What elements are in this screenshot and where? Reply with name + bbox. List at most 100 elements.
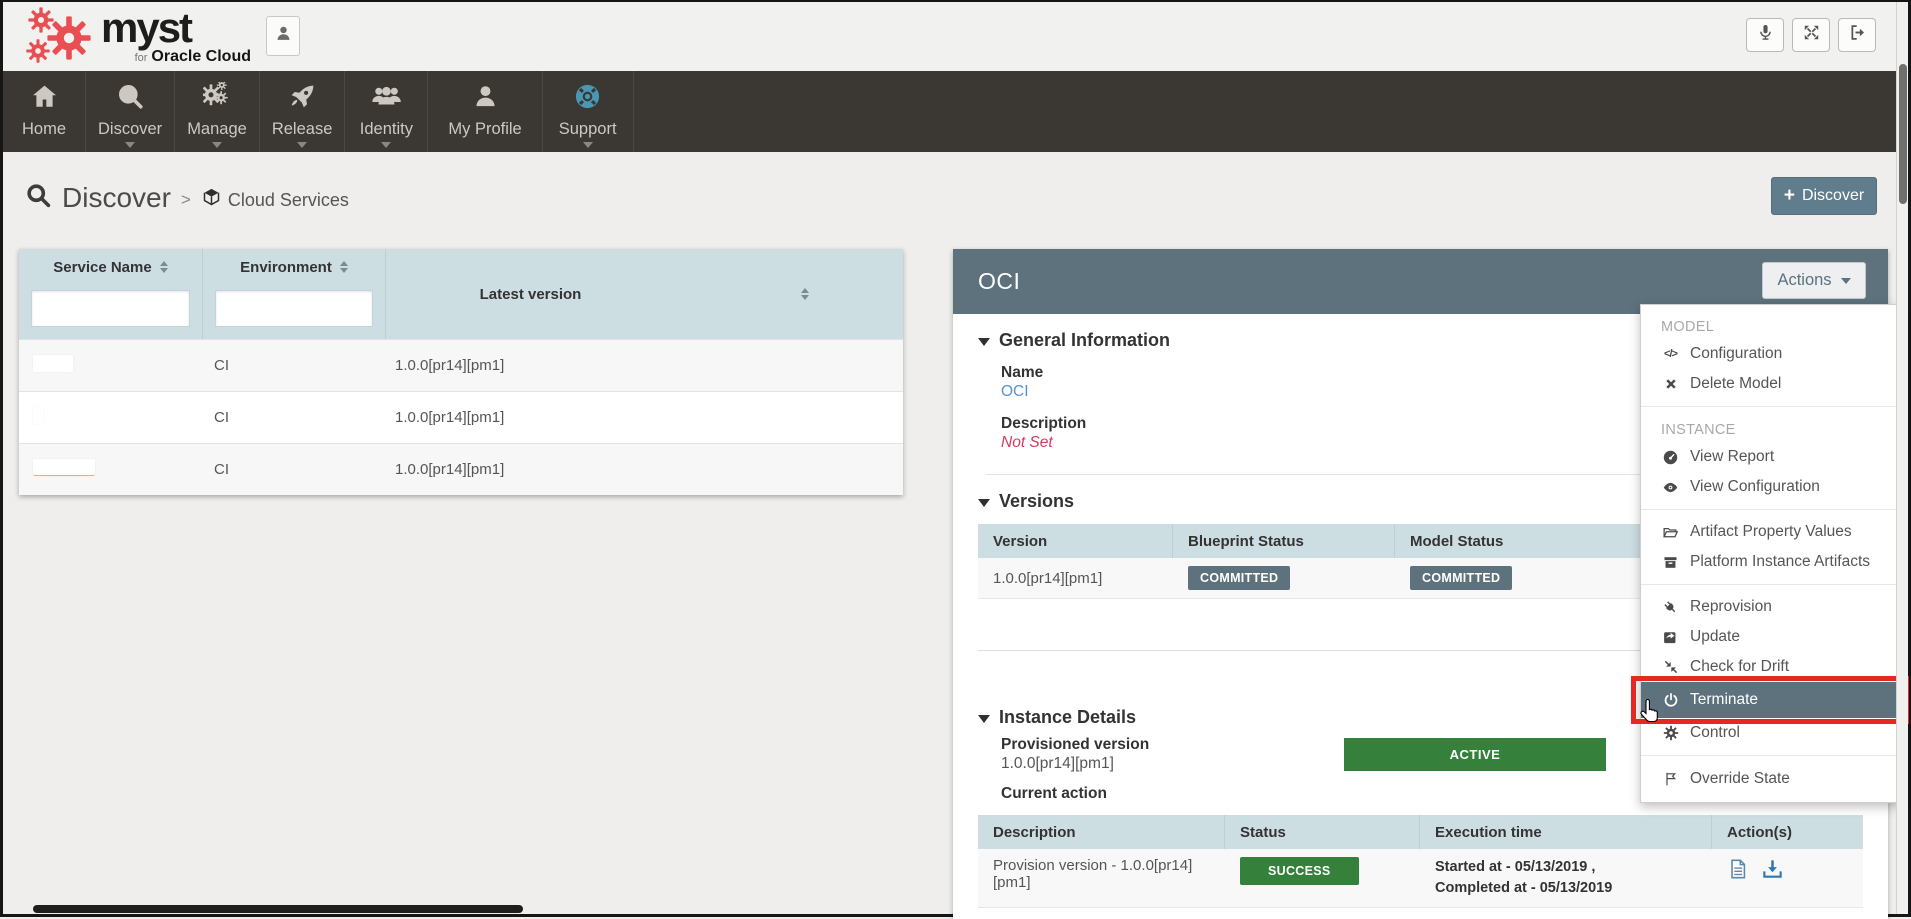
chevron-down-icon <box>297 142 308 148</box>
section-versions[interactable]: Versions <box>978 491 1863 512</box>
user-icon <box>274 24 293 48</box>
blueprint-status-cell: COMMITTED <box>1173 558 1395 598</box>
action-status-cell: SUCCESS <box>1225 849 1420 893</box>
section-divider <box>986 474 1863 475</box>
menu-item-platform-instance-artifacts[interactable]: Platform Instance Artifacts <box>1641 547 1899 577</box>
status-badge: COMMITTED <box>1188 566 1291 590</box>
brand-name: myst <box>101 4 193 51</box>
chevron-down-icon <box>125 142 136 148</box>
myst-logo[interactable]: myst for Oracle Cloud <box>13 2 263 71</box>
breadcrumb-section[interactable]: Discover <box>62 182 171 213</box>
table-row[interactable]: CI 1.0.0[pr14][pm1] <box>19 339 903 391</box>
nav-item-discover[interactable]: Discover <box>86 71 176 152</box>
nav-item-support[interactable]: Support <box>543 71 634 152</box>
environment-cell: CI <box>214 461 229 478</box>
microphone-button[interactable] <box>1746 18 1784 52</box>
archive-box-icon <box>1661 554 1680 571</box>
power-icon <box>1661 692 1680 708</box>
environment-cell: CI <box>214 409 229 426</box>
services-table-header: Service Name Environment Latest version <box>19 249 903 339</box>
actions-menu: MODEL </> Configuration Delete Model INS… <box>1631 304 1909 803</box>
chevron-down-icon <box>381 142 392 148</box>
action-buttons-cell <box>1712 849 1863 893</box>
logo-gear-icon <box>45 14 93 67</box>
chevron-down-icon <box>212 142 222 148</box>
menu-divider <box>1641 406 1899 407</box>
menu-item-configuration[interactable]: </> Configuration <box>1641 339 1899 369</box>
fullscreen-button[interactable] <box>1792 18 1830 52</box>
dashboard-icon <box>1661 449 1680 466</box>
compress-arrows-icon <box>1661 659 1680 675</box>
logo-gear-icon <box>27 6 55 39</box>
latest-version-cell: 1.0.0[pr14][pm1] <box>395 461 505 478</box>
menu-item-view-report[interactable]: View Report <box>1641 442 1899 472</box>
menu-item-override-state[interactable]: Override State <box>1641 764 1899 794</box>
menu-divider <box>1641 755 1899 756</box>
sort-icon[interactable] <box>159 261 168 273</box>
nav-item-release[interactable]: Release <box>260 71 346 152</box>
breadcrumb-page[interactable]: Cloud Services <box>227 189 349 210</box>
table-row[interactable]: CI 1.0.0[pr14][pm1] <box>19 443 903 495</box>
plug-icon <box>1661 599 1680 616</box>
name-label: Name <box>1001 364 1044 381</box>
folder-open-icon <box>1661 524 1680 541</box>
breadcrumb-separator: > <box>180 190 191 209</box>
collapse-caret-icon <box>978 714 990 723</box>
life-ring-icon <box>573 82 602 116</box>
log-file-icon[interactable] <box>1727 857 1749 885</box>
sort-icon[interactable] <box>801 288 810 300</box>
user-button[interactable] <box>266 16 300 56</box>
status-badge: SUCCESS <box>1240 857 1359 885</box>
home-icon <box>30 82 59 116</box>
actions-button[interactable]: Actions <box>1762 262 1866 299</box>
state-badge: ACTIVE <box>1344 738 1606 771</box>
download-icon[interactable] <box>1761 857 1784 885</box>
nav-item-manage[interactable]: Manage <box>175 71 260 152</box>
description-label: Description <box>1001 415 1087 432</box>
brand-tagline: for Oracle Cloud <box>134 48 251 65</box>
menu-item-delete-model[interactable]: Delete Model <box>1641 369 1899 399</box>
menu-item-control[interactable]: Control <box>1641 718 1899 748</box>
action-description-cell: Provision version - 1.0.0[pr14][pm1] <box>993 857 1193 891</box>
menu-item-view-configuration[interactable]: View Configuration <box>1641 472 1899 502</box>
section-instance-details[interactable]: Instance Details <box>978 707 1863 728</box>
execution-time-cell: Started at - 05/13/2019 , Completed at -… <box>1435 859 1613 897</box>
redacted-service-name <box>33 459 95 476</box>
nav-item-home[interactable]: Home <box>3 71 86 152</box>
service-name-filter-input[interactable] <box>31 290 190 327</box>
menu-item-terminate[interactable]: Terminate <box>1631 676 1909 724</box>
detail-panel-header: OCI Actions <box>953 249 1888 314</box>
top-header: myst for Oracle Cloud <box>3 2 1908 71</box>
table-row[interactable]: CI 1.0.0[pr14][pm1] <box>19 391 903 443</box>
action-row: Provision version - 1.0.0[pr14][pm1] SUC… <box>978 849 1863 909</box>
model-status-cell: COMMITTED <box>1395 558 1863 598</box>
status-badge: COMMITTED <box>1410 566 1513 590</box>
nav-item-my-profile[interactable]: My Profile <box>428 71 543 152</box>
eye-icon <box>1661 479 1680 496</box>
scrollbar-thumb[interactable] <box>1899 64 1907 204</box>
environment-filter-input[interactable] <box>215 290 373 327</box>
provisioned-version-value: 1.0.0[pr14][pm1] <box>1001 755 1114 772</box>
horizontal-scrollbar[interactable] <box>33 905 523 913</box>
menu-item-check-for-drift[interactable]: Check for Drift <box>1641 652 1899 682</box>
sign-out-button[interactable] <box>1838 18 1876 52</box>
user-icon <box>471 82 500 116</box>
environment-cell: CI <box>214 357 229 374</box>
menu-item-reprovision[interactable]: Reprovision <box>1641 592 1899 622</box>
column-environment: Environment <box>203 249 386 339</box>
vertical-scrollbar[interactable] <box>1896 2 1908 914</box>
nav-item-identity[interactable]: Identity <box>345 71 429 152</box>
section-general-information[interactable]: General Information <box>978 330 1863 351</box>
latest-version-cell: 1.0.0[pr14][pm1] <box>395 357 505 374</box>
menu-item-artifact-property-values[interactable]: Artifact Property Values <box>1641 517 1899 547</box>
logo-gear-icon <box>25 38 51 69</box>
x-icon <box>1661 377 1680 391</box>
menu-divider <box>1641 509 1899 510</box>
name-value-link[interactable]: OCI <box>1001 383 1029 400</box>
chevron-down-icon <box>582 142 593 148</box>
discover-button[interactable]: + Discover <box>1771 177 1877 215</box>
sort-icon[interactable] <box>339 261 348 273</box>
users-icon <box>372 82 401 116</box>
services-table: Service Name Environment Latest version … <box>19 249 903 495</box>
menu-item-update[interactable]: Update <box>1641 622 1899 652</box>
